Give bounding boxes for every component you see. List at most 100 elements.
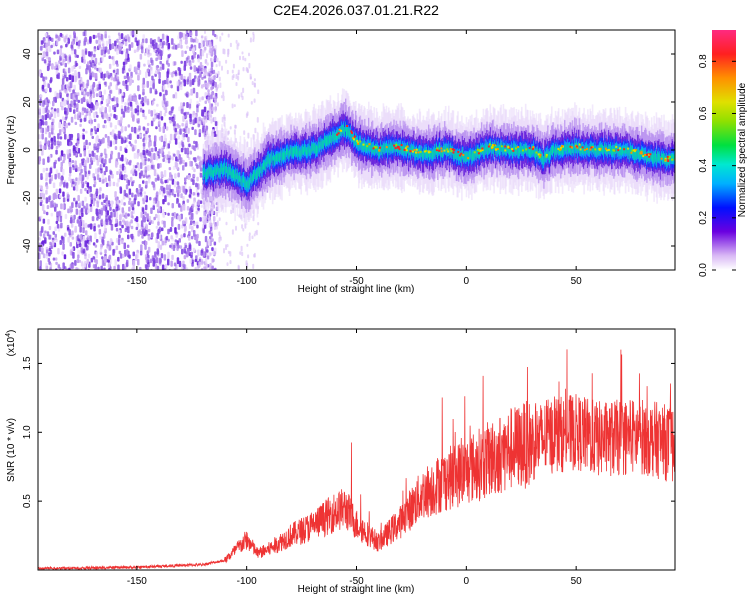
heatmap-noise-cell (158, 148, 161, 154)
heatmap-noise-cell (187, 127, 190, 134)
heatmap-noise-cell (115, 60, 118, 65)
heatmap-noise-cell (74, 60, 78, 68)
heatmap-noise-cell (210, 57, 213, 62)
heatmap-noise-cell (211, 257, 214, 264)
heatmap-noise-cell (246, 243, 249, 247)
heatmap-noise-cell (147, 228, 151, 233)
heatmap-noise-cell (72, 218, 75, 224)
heatmap-noise-cell (127, 213, 130, 217)
heatmap-noise-cell (45, 253, 49, 259)
heatmap-noise-cell (98, 62, 101, 66)
heatmap-noise-cell (132, 264, 135, 270)
heatmap-noise-cell (63, 36, 66, 42)
heatmap-noise-cell (158, 206, 161, 211)
heatmap-noise-cell (197, 183, 200, 190)
heatmap-noise-cell (176, 149, 179, 157)
heatmap-noise-cell (131, 108, 134, 113)
heatmap-noise-cell (119, 220, 122, 226)
heatmap-noise-cell (133, 169, 137, 173)
heatmap-noise-cell (130, 219, 133, 224)
heatmap-noise-cell (143, 195, 147, 201)
heatmap-noise-cell (123, 75, 127, 80)
heatmap-noise-cell (90, 119, 93, 124)
heatmap-noise-cell (184, 127, 187, 134)
heatmap-noise-cell (229, 260, 232, 265)
heatmap-noise-cell (157, 214, 160, 222)
heatmap-noise-cell (139, 133, 142, 138)
heatmap-noise-cell (163, 141, 166, 147)
heatmap-noise-cell (113, 265, 116, 270)
heatmap-noise-cell (103, 119, 107, 124)
heatmap-noise-cell (202, 227, 205, 234)
heatmap-noise-cell (195, 235, 198, 241)
heatmap-noise-cell (54, 173, 57, 180)
heatmap-noise-cell (68, 176, 71, 182)
heatmap-noise-cell (59, 155, 63, 161)
heatmap-noise-cell (158, 136, 162, 141)
heatmap-noise-cell (134, 144, 137, 150)
heatmap-noise-cell (180, 193, 183, 199)
heatmap-noise-cell (211, 45, 215, 52)
heatmap-noise-cell (150, 110, 153, 117)
heatmap-noise-cell (210, 231, 213, 238)
heatmap-noise-cell (219, 236, 222, 241)
heatmap-noise-cell (189, 160, 192, 167)
heatmap-noise-cell (57, 248, 60, 255)
heatmap-noise-cell (257, 89, 260, 95)
heatmap-noise-cell (177, 244, 180, 249)
heatmap-noise-cell (76, 258, 80, 264)
heatmap-noise-cell (77, 71, 81, 79)
heatmap-noise-cell (52, 100, 55, 107)
heatmap-noise-cell (110, 200, 113, 208)
heatmap-noise-cell (225, 221, 228, 226)
heatmap-noise-cell (70, 100, 73, 108)
heatmap-noise-cell (145, 134, 148, 141)
heatmap-noise-cell (61, 251, 64, 256)
heatmap-noise-cell (103, 73, 107, 78)
heatmap-noise-cell (64, 68, 67, 76)
heatmap-noise-cell (65, 122, 68, 129)
heatmap-noise-cell (181, 266, 184, 270)
heatmap-noise-cell (88, 142, 91, 146)
heatmap-noise-cell (195, 182, 198, 188)
heatmap-noise-cell (177, 135, 180, 140)
heatmap-noise-cell (184, 181, 187, 185)
heatmap-noise-cell (178, 214, 182, 222)
heatmap-noise-cell (163, 134, 167, 142)
heatmap-noise-cell (195, 30, 198, 37)
heatmap-noise-cell (186, 199, 190, 203)
heatmap-noise-cell (146, 68, 149, 73)
heatmap-noise-cell (59, 240, 62, 245)
heatmap-noise-cell (142, 77, 145, 85)
heatmap-noise-cell (231, 229, 234, 235)
heatmap-noise-cell (231, 69, 234, 74)
heatmap-noise-cell (162, 158, 165, 162)
heatmap-noise-cell (59, 194, 62, 199)
heatmap-noise-cell (237, 72, 240, 76)
heatmap-noise-cell (137, 201, 140, 207)
heatmap-noise-cell (199, 55, 202, 60)
heatmap-noise-cell (48, 247, 52, 252)
heatmap-noise-cell (95, 154, 99, 161)
heatmap-noise-cell (129, 176, 133, 183)
heatmap-noise-cell (108, 158, 112, 164)
heatmap-noise-cell (52, 257, 56, 261)
heatmap-noise-cell (102, 203, 105, 211)
heatmap-noise-cell (182, 159, 185, 165)
heatmap-noise-cell (166, 60, 169, 65)
heatmap-noise-cell (138, 229, 142, 234)
heatmap-noise-cell (89, 203, 92, 207)
heatmap-noise-cell (114, 146, 118, 151)
heatmap-noise-cell (198, 129, 202, 134)
heatmap-noise-cell (104, 31, 107, 35)
heatmap-noise-cell (128, 254, 131, 259)
heatmap-noise-cell (116, 76, 120, 80)
heatmap-noise-cell (73, 214, 76, 220)
heatmap-noise-cell (123, 136, 126, 141)
heatmap-noise-cell (184, 162, 188, 167)
heatmap-noise-cell (96, 174, 100, 180)
heatmap-noise-cell (50, 125, 54, 132)
heatmap-noise-cell (68, 162, 72, 167)
